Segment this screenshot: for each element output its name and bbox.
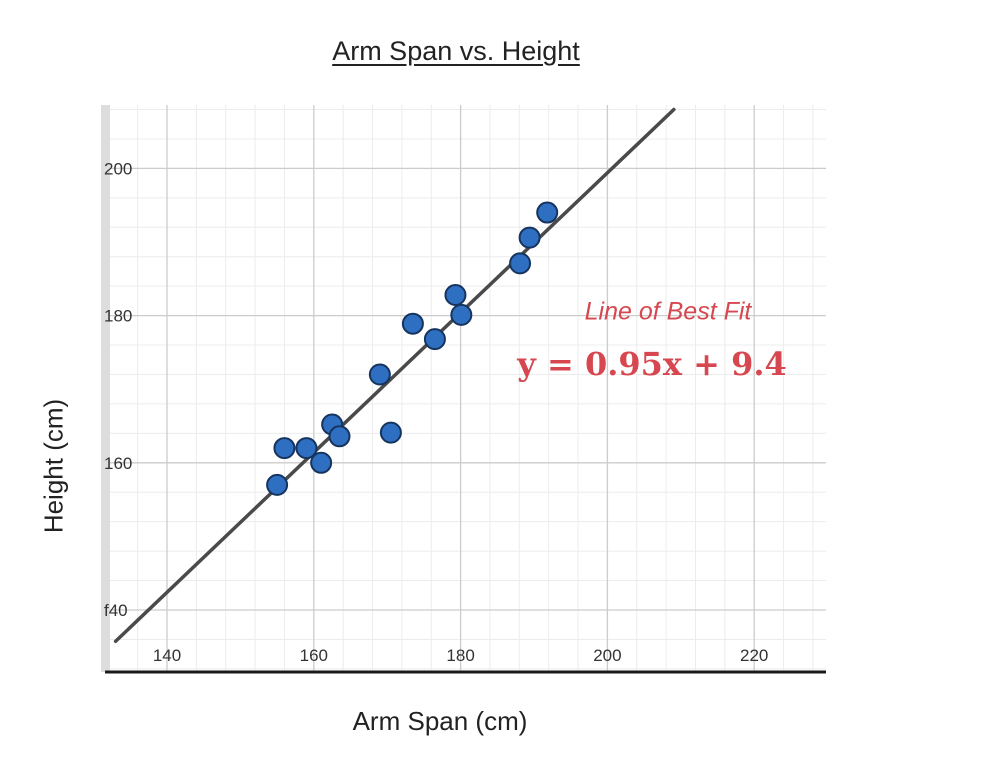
- x-axis-label: Arm Span (cm): [352, 706, 528, 736]
- annotation-label: Line of Best Fit: [584, 297, 752, 326]
- data-point: [266, 473, 289, 496]
- x-tick-label: 180: [446, 646, 474, 665]
- y-tick-label: 180: [104, 307, 132, 326]
- data-point: [401, 312, 424, 335]
- x-tick-label: 220: [740, 646, 768, 665]
- y-tick-label: f40: [104, 601, 128, 620]
- data-point: [379, 421, 402, 444]
- data-point: [328, 425, 351, 448]
- data-point: [509, 252, 532, 275]
- x-tick-label: 160: [300, 646, 328, 665]
- data-point: [518, 226, 541, 249]
- y-tick-label: 200: [104, 159, 132, 178]
- annotation-equation: y = 0.95x + 9.4: [517, 345, 787, 383]
- x-tick-label: 200: [593, 646, 621, 665]
- data-point: [536, 201, 559, 224]
- data-point: [295, 437, 318, 460]
- x-tick-label: 140: [153, 646, 181, 665]
- trendline-layer: [113, 107, 676, 644]
- data-point: [423, 328, 446, 351]
- plot-background: [101, 105, 826, 672]
- y-tick-labels: f40 160 180 200: [104, 159, 132, 620]
- data-point: [273, 437, 296, 460]
- minor-grid: [101, 105, 826, 672]
- points-layer: [266, 201, 559, 496]
- y-axis-label: Height (cm): [38, 398, 69, 534]
- best-fit-line: [113, 107, 676, 644]
- data-point: [368, 363, 391, 386]
- data-point: [450, 303, 473, 326]
- y-tick-label: 160: [104, 454, 132, 473]
- x-tick-labels: 140 160 180 200 220: [153, 646, 769, 665]
- data-point: [310, 451, 333, 474]
- data-point: [444, 283, 467, 306]
- y-axis-band: [101, 105, 110, 672]
- major-grid: [101, 105, 826, 672]
- chart-title: Arm Span vs. Height: [332, 36, 580, 66]
